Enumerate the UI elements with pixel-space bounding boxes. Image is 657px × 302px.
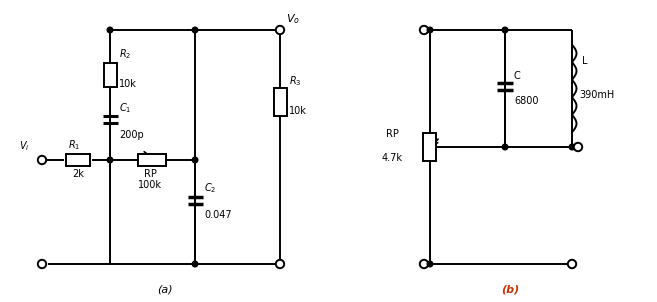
Circle shape	[107, 27, 113, 33]
Bar	[104, 63, 116, 87]
Bar	[138, 154, 166, 166]
Circle shape	[427, 261, 433, 267]
Circle shape	[38, 260, 46, 268]
Circle shape	[574, 143, 582, 151]
Text: $C_1$: $C_1$	[119, 101, 131, 115]
Text: $R_1$: $R_1$	[68, 138, 80, 152]
Text: $V_o$: $V_o$	[286, 12, 300, 26]
Text: 0.047: 0.047	[204, 210, 232, 220]
Circle shape	[502, 144, 508, 150]
Text: $R_3$: $R_3$	[289, 74, 302, 88]
Bar	[66, 154, 90, 166]
Bar	[273, 88, 286, 116]
Circle shape	[427, 27, 433, 33]
Circle shape	[107, 157, 113, 163]
Text: 100k: 100k	[138, 180, 162, 190]
Text: 2k: 2k	[72, 169, 84, 179]
Text: $V_i$: $V_i$	[20, 139, 30, 153]
Text: 10k: 10k	[289, 106, 307, 116]
Text: RP: RP	[386, 129, 398, 139]
Circle shape	[420, 260, 428, 268]
Circle shape	[193, 27, 198, 33]
Text: 390mH: 390mH	[579, 91, 614, 101]
Circle shape	[193, 157, 198, 163]
Circle shape	[193, 261, 198, 267]
Text: 6800: 6800	[514, 97, 539, 107]
Text: 10k: 10k	[119, 79, 137, 89]
Circle shape	[568, 260, 576, 268]
Circle shape	[276, 260, 284, 268]
Text: (b): (b)	[501, 284, 519, 294]
Circle shape	[277, 27, 283, 33]
Circle shape	[502, 27, 508, 33]
Circle shape	[420, 26, 428, 34]
Text: $C_2$: $C_2$	[204, 181, 216, 195]
Text: 4.7k: 4.7k	[382, 153, 403, 163]
Text: $R_2$: $R_2$	[119, 47, 131, 61]
Text: 200p: 200p	[119, 130, 144, 140]
Text: L: L	[582, 56, 587, 66]
Bar	[424, 133, 436, 161]
Circle shape	[569, 144, 575, 150]
Circle shape	[276, 26, 284, 34]
Text: C: C	[514, 72, 521, 82]
Text: (a): (a)	[157, 284, 173, 294]
Circle shape	[38, 156, 46, 164]
Text: RP: RP	[144, 169, 156, 179]
